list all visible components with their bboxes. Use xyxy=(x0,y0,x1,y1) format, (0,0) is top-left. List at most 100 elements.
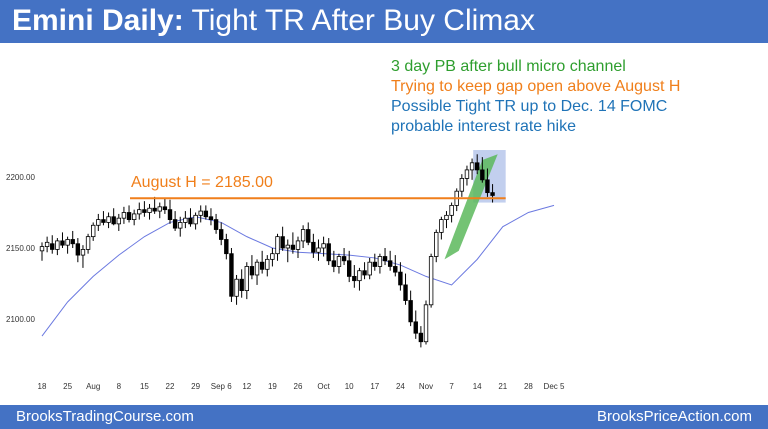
footer-right-site: BrooksPriceAction.com xyxy=(596,408,752,425)
bull-candle xyxy=(295,240,301,250)
x-tick-label: Sep 6 xyxy=(211,382,232,391)
x-tick-label: 8 xyxy=(117,382,122,391)
bull-candle xyxy=(193,214,198,225)
bull-candle xyxy=(254,261,260,276)
footer-left-site: BrooksTradingCourse.com xyxy=(16,408,194,425)
bear-candle xyxy=(208,216,214,220)
x-tick-label: 12 xyxy=(242,382,251,391)
bull-candle xyxy=(428,256,434,306)
x-tick-label: 25 xyxy=(63,382,72,391)
bear-candle xyxy=(474,162,480,171)
bull-candle xyxy=(116,217,121,225)
x-tick-label: Nov xyxy=(419,382,433,391)
x-tick-label: Oct xyxy=(317,382,330,391)
bear-candle xyxy=(311,241,316,253)
bull-candle xyxy=(439,219,444,233)
bull-candle xyxy=(44,241,50,247)
x-tick-label: 10 xyxy=(345,382,354,391)
bear-candle xyxy=(101,219,106,223)
bull-micro-channel xyxy=(444,154,498,260)
bull-candle xyxy=(265,258,270,270)
bear-candle xyxy=(346,260,352,277)
bull-candle xyxy=(106,216,111,223)
august-high-label: August H = 2185.00 xyxy=(131,174,273,191)
bear-candle xyxy=(142,209,147,213)
bull-candle xyxy=(444,214,449,220)
bull-candle xyxy=(39,246,45,252)
bull-candle xyxy=(336,256,342,267)
bear-candle xyxy=(162,206,168,211)
bull-candle xyxy=(80,249,86,256)
bear-candle xyxy=(306,229,311,243)
note-line: probable interest rate hike xyxy=(391,118,576,135)
bear-candle xyxy=(352,275,357,282)
bear-candle xyxy=(372,261,377,267)
bear-candle xyxy=(224,239,229,255)
bull-candle xyxy=(91,224,96,238)
x-tick-label: 15 xyxy=(140,382,149,391)
x-tick-label: 24 xyxy=(396,382,405,391)
note-line: Trying to keep gap open above August H xyxy=(391,78,681,95)
bear-candle xyxy=(490,192,495,196)
bear-candle xyxy=(152,207,157,212)
title-rest: Tight TR After Buy Climax xyxy=(191,4,535,37)
bear-candle xyxy=(111,216,116,225)
note-line: Possible Tight TR up to Dec. 14 FOMC xyxy=(391,98,668,115)
bull-candle xyxy=(198,210,203,216)
bull-candle xyxy=(316,247,321,253)
bear-candle xyxy=(393,266,398,273)
bear-candle xyxy=(418,332,424,343)
bull-candle xyxy=(178,222,183,229)
bear-candle xyxy=(326,243,331,262)
bear-candle xyxy=(126,212,132,220)
bull-candle xyxy=(357,270,362,282)
title-banner xyxy=(0,0,768,43)
bull-candle xyxy=(367,261,372,276)
bear-candle xyxy=(480,169,485,181)
bear-candle xyxy=(249,266,255,276)
bull-candle xyxy=(469,162,475,171)
bear-candle xyxy=(403,284,408,301)
y-tick-label: 2100.00 xyxy=(6,315,35,324)
x-tick-label: 28 xyxy=(524,382,533,391)
bull-candle xyxy=(434,231,439,257)
bull-candle xyxy=(147,207,152,213)
bear-candle xyxy=(408,300,413,323)
bull-candle xyxy=(234,278,239,297)
bull-candle xyxy=(183,217,188,223)
bear-candle xyxy=(259,261,265,270)
bear-candle xyxy=(341,256,347,262)
bull-candle xyxy=(55,240,60,250)
bear-candle xyxy=(398,271,403,286)
bear-candle xyxy=(485,179,490,194)
bear-candle xyxy=(413,321,418,334)
bull-candle xyxy=(423,304,429,343)
bull-candle xyxy=(85,236,91,250)
title-bold: Emini Daily: xyxy=(12,4,184,37)
x-tick-label: 14 xyxy=(473,382,482,391)
x-tick-label: Aug xyxy=(86,382,100,391)
y-tick-label: 2200.00 xyxy=(6,173,35,182)
bear-candle xyxy=(203,210,209,218)
y-tick-label: 2150.00 xyxy=(6,244,35,253)
x-tick-label: 21 xyxy=(498,382,507,391)
bear-candle xyxy=(213,219,219,230)
bull-candle xyxy=(459,178,465,192)
bear-candle xyxy=(239,278,244,291)
bear-candle xyxy=(218,229,224,240)
bear-candle xyxy=(331,260,337,267)
bear-candle xyxy=(75,243,81,256)
bear-candle xyxy=(229,253,234,297)
x-tick-label: 19 xyxy=(268,382,277,391)
bull-candle xyxy=(321,243,326,249)
bull-candle xyxy=(270,253,275,260)
bull-candle xyxy=(377,256,383,267)
x-tick-label: 29 xyxy=(191,382,200,391)
bull-candle xyxy=(244,266,249,291)
bear-candle xyxy=(188,217,193,225)
bear-candle xyxy=(387,260,393,267)
chart-title: Emini Daily: Tight TR After Buy Climax xyxy=(12,3,535,39)
bull-candle xyxy=(300,229,306,242)
x-tick-label: Dec 5 xyxy=(544,382,565,391)
note-line: 3 day PB after bull micro channel xyxy=(391,58,626,75)
